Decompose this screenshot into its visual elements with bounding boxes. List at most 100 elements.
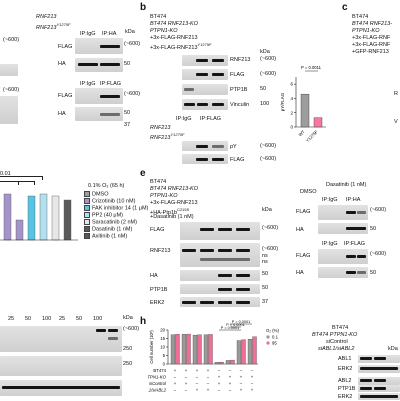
x-tick-label: Y1275F: [305, 129, 319, 143]
legend-item: Crizotinib (10 nM): [84, 198, 135, 204]
lane-number: 50: [25, 316, 32, 322]
marker-label: (~600): [3, 87, 20, 93]
bar: [230, 359, 235, 365]
bar: [170, 334, 176, 365]
condition-label: +3x-FLAG-RNF213Y1275F: [150, 42, 212, 51]
legend-swatch: [84, 205, 90, 211]
legend-item: FAK inhibitor 14 (1 μM): [84, 205, 148, 211]
bar: [225, 360, 231, 365]
ip-ha-label: IP:HA: [346, 197, 361, 203]
marker-label: (~600): [262, 246, 279, 252]
legend-label: Axitinib (1 nM): [92, 233, 128, 240]
blot-flag: [318, 205, 368, 220]
condition-label: +3x-FLAG-RNF: [352, 42, 391, 48]
bar: [219, 361, 224, 365]
y-axis-label: Cell number (10³): [149, 330, 154, 364]
marker-label: (~600): [370, 207, 387, 213]
condition-sign: –: [196, 381, 199, 386]
legend-title: O₂ (%): [266, 328, 279, 333]
pvalue-label: P = 0.0001: [221, 326, 239, 330]
condition-sign: +: [185, 381, 188, 386]
lane-label-ha: HA: [58, 111, 66, 117]
marker-label: (~600): [260, 156, 277, 162]
kda-label: kDa: [125, 29, 135, 35]
condition-label: RNF213Y1275F: [36, 22, 71, 31]
blot-ha: [75, 107, 123, 121]
marker-label: 50: [262, 271, 269, 277]
blot-fragment: [0, 64, 18, 76]
lane-label-erk2: ERK2: [150, 300, 165, 306]
condition-sign: –: [251, 381, 254, 386]
lane-number: 25: [8, 316, 15, 322]
bar: [214, 362, 220, 365]
bar: [300, 93, 310, 128]
bar: [15, 219, 24, 241]
condition-label: RNF213: [150, 125, 171, 131]
y-tick-label: 5: [163, 353, 166, 358]
kda-label: kDa: [388, 346, 398, 352]
lane-label-flag: FLAG: [296, 209, 311, 215]
marker-label: (~600): [260, 71, 277, 77]
bar: [3, 193, 12, 241]
marker-label: (~600): [3, 37, 20, 43]
marker-label: 50: [370, 270, 377, 276]
condition-sign: +: [229, 375, 232, 380]
kda-label: kDa: [123, 315, 133, 321]
pvalue-label: P = 0.0001: [232, 320, 250, 324]
condition-label: siControl: [326, 339, 348, 345]
blot-ha: [318, 223, 368, 234]
condition-label: +3x-FLAG-RNF213: [150, 35, 198, 41]
lane-label-rnf213: RNF213: [230, 57, 251, 63]
marker-label: ns: [262, 259, 268, 265]
condition-sign: +: [185, 368, 188, 373]
legend-label: FAK inhibitor 14 (1 μM): [92, 205, 149, 212]
bar: [192, 334, 198, 365]
condition-sign: –: [207, 381, 210, 386]
ip-igg-label: IP:IgG: [80, 31, 96, 37]
treatment-label: Dasatinib (1 nM): [326, 182, 367, 188]
pvalue-label: P < 0.0001: [226, 323, 244, 327]
condition-sign: –: [185, 375, 188, 380]
condition-sign: –: [196, 375, 199, 380]
bar: [197, 334, 202, 365]
lane-label-abl2: ABL2: [338, 378, 352, 384]
condition-label: +GFP-RNF213: [352, 49, 389, 55]
condition-label: siABL1/siABL2: [318, 346, 355, 352]
lane-number: 100: [93, 316, 103, 322]
lane-number: 100: [42, 316, 52, 322]
condition-sign: –: [240, 381, 243, 386]
legend-swatch: [266, 341, 270, 345]
marker-label: 50: [260, 86, 267, 92]
d-bar-chart: [0, 193, 78, 241]
blot-fragment: [0, 356, 122, 376]
y-tick-label: 0: [163, 362, 166, 367]
blot-ptp1b: [182, 84, 228, 95]
panel-label-e: e: [140, 168, 146, 179]
bar: [175, 334, 180, 365]
condition-label: PTPN1-KO: [150, 28, 178, 34]
ip-flag-label: IP:FLAG: [200, 116, 222, 122]
legend-swatch: [84, 198, 90, 204]
condition-label: BT474: [352, 14, 369, 20]
lane-label-flag: FLAG: [230, 157, 245, 163]
condition-label: +Dasatinib (1 nM): [150, 214, 194, 220]
ip-flag-label: IP:FLAG: [344, 241, 366, 247]
legend-swatch: [84, 226, 90, 232]
lane-number: 50: [76, 316, 83, 322]
bar: [208, 334, 213, 365]
y-tick-label: 20: [160, 328, 165, 333]
blot-fragment: [0, 96, 18, 124]
blot-ha: [75, 58, 123, 72]
condition-label: siControl: [149, 381, 167, 386]
condition-sign: –: [251, 368, 254, 373]
y-axis-label: pY/FLAG: [280, 92, 285, 111]
legend-label: Saracatinib (2 nM): [92, 219, 137, 226]
pvalue-label: 0.01: [0, 171, 11, 177]
legend-item: Saracatinib (2 nM): [84, 219, 137, 225]
treatment-label: DMSO: [300, 189, 317, 195]
lane-label-erk2: ERK2: [338, 366, 353, 372]
marker-label: (~600): [124, 91, 141, 97]
condition-label: PTPN1-KO: [352, 28, 380, 34]
marker-label: 250: [123, 346, 133, 352]
